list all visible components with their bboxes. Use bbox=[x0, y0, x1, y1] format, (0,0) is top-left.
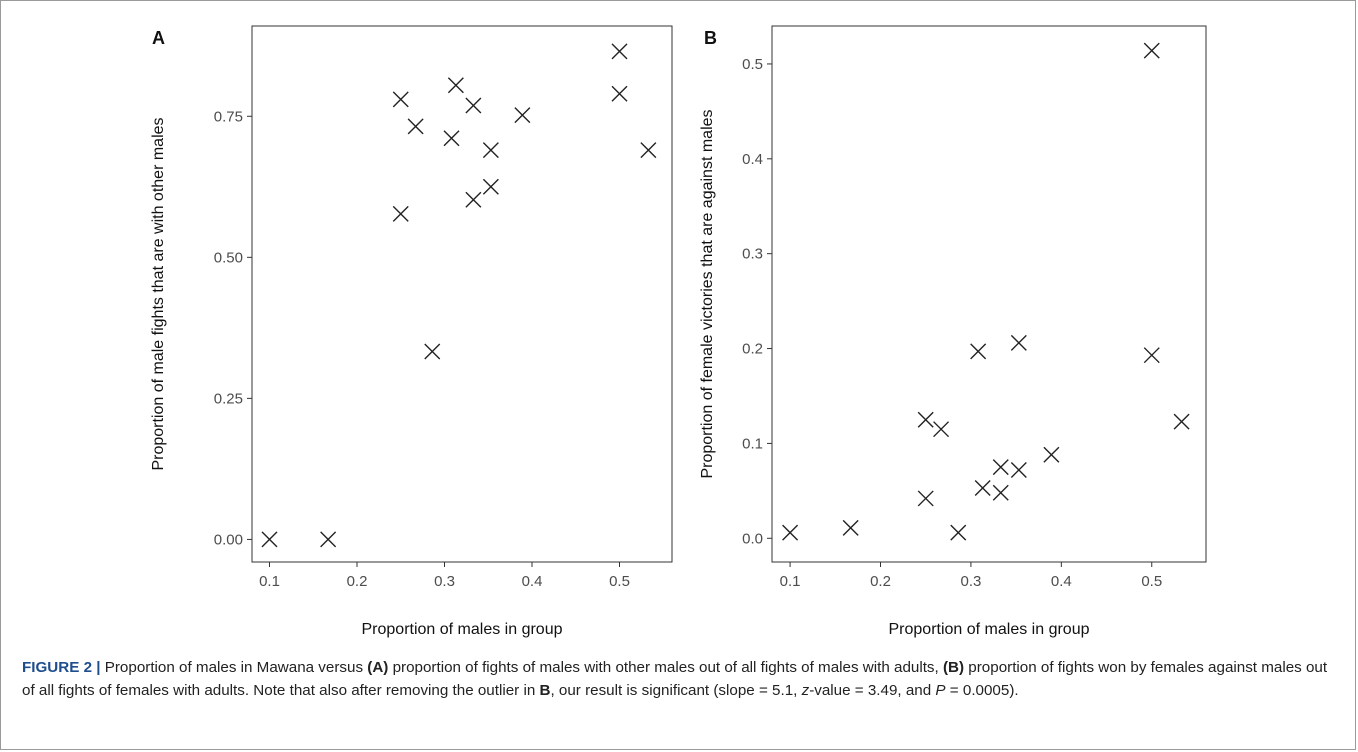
x-tick-label-b: 0.3 bbox=[960, 573, 981, 590]
data-point-a bbox=[424, 343, 441, 360]
panel-label-b: B bbox=[704, 28, 717, 48]
plot-area-a bbox=[251, 25, 673, 563]
caption-ref-b-2: B bbox=[539, 682, 551, 699]
data-point-b bbox=[992, 484, 1009, 501]
y-tick-label-a: 0.75 bbox=[214, 108, 243, 125]
plot-area-b bbox=[771, 25, 1207, 563]
data-point-a bbox=[482, 142, 499, 159]
data-point-a bbox=[392, 205, 409, 222]
data-point-a bbox=[611, 43, 628, 60]
data-point-b bbox=[1043, 446, 1060, 463]
data-point-b bbox=[950, 524, 967, 541]
x-axis-title-a: Proportion of males in group bbox=[362, 621, 563, 638]
y-tick-label-b: 0.3 bbox=[742, 246, 763, 263]
y-tick-label-a: 0.25 bbox=[214, 390, 243, 407]
data-point-b bbox=[970, 343, 987, 360]
data-point-a bbox=[443, 130, 460, 147]
data-point-a bbox=[407, 118, 424, 135]
caption-text-5: -value = 3.49, and bbox=[809, 682, 936, 699]
data-point-a bbox=[320, 531, 337, 548]
data-point-b bbox=[1173, 413, 1190, 430]
data-point-a bbox=[611, 85, 628, 102]
caption-text-4: , our result is significant (slope = 5.1… bbox=[550, 682, 802, 699]
x-tick-label-a: 0.2 bbox=[347, 573, 368, 590]
x-axis-title-b: Proportion of males in group bbox=[889, 621, 1090, 638]
caption-z-symbol: z bbox=[801, 682, 810, 699]
x-tick-label-a: 0.3 bbox=[434, 573, 455, 590]
x-tick-label-a: 0.4 bbox=[522, 573, 543, 590]
y-tick-label-a: 0.50 bbox=[214, 249, 243, 266]
data-point-a bbox=[447, 77, 464, 94]
y-tick-label-b: 0.0 bbox=[742, 530, 763, 547]
x-tick-label-b: 0.4 bbox=[1051, 573, 1072, 590]
caption-text-6: = 0.0005). bbox=[945, 682, 1019, 699]
data-point-b bbox=[917, 490, 934, 507]
data-point-b bbox=[842, 519, 859, 536]
data-point-b bbox=[917, 411, 934, 428]
y-tick-label-b: 0.2 bbox=[742, 341, 763, 358]
y-tick-label-b: 0.5 bbox=[742, 56, 763, 73]
data-point-a bbox=[261, 531, 278, 548]
data-point-a bbox=[465, 191, 482, 208]
x-tick-label-a: 0.1 bbox=[259, 573, 280, 590]
panel-b: B 0.1 0.2 0.3 0.4 0.5 0.0 0.1 0.2 0.3 0.4 0.5 Propor… bbox=[699, 25, 1207, 638]
data-point-b bbox=[782, 524, 799, 541]
caption-text-3: proportion of fights won by females agai… bbox=[22, 659, 1328, 699]
figure-canvas: A 0.1 0.2 0.3 0.4 0.5 0.00 0.25 0.50 0.75 Proporti… bbox=[150, 25, 1207, 638]
data-point-a bbox=[465, 97, 482, 114]
data-point-b bbox=[1143, 347, 1160, 364]
data-point-a bbox=[514, 107, 531, 124]
data-point-a bbox=[392, 91, 409, 108]
y-axis-title-a: Proportion of male fights that are with … bbox=[150, 117, 167, 470]
x-tick-label-a: 0.5 bbox=[609, 573, 630, 590]
caption-text-2: proportion of fights of males with other… bbox=[388, 659, 943, 676]
x-tick-label-b: 0.1 bbox=[780, 573, 801, 590]
data-point-b bbox=[1010, 334, 1027, 351]
caption-figure-label: FIGURE 2 | bbox=[22, 659, 101, 676]
data-point-b bbox=[1010, 461, 1027, 478]
data-point-a bbox=[482, 178, 499, 195]
x-tick-label-b: 0.2 bbox=[870, 573, 891, 590]
data-point-b bbox=[992, 459, 1009, 476]
x-tick-label-b: 0.5 bbox=[1141, 573, 1162, 590]
data-point-a bbox=[640, 142, 657, 159]
caption-ref-b: (B) bbox=[942, 659, 965, 676]
figure-caption: FIGURE 2 | Proportion of males in Mawana… bbox=[22, 656, 1336, 702]
y-tick-label-b: 0.4 bbox=[742, 151, 763, 168]
data-point-b bbox=[1143, 42, 1160, 59]
panel-a: A 0.1 0.2 0.3 0.4 0.5 0.00 0.25 0.50 0.75 Proporti… bbox=[150, 25, 673, 638]
caption-text-1: Proportion of males in Mawana versus bbox=[100, 659, 368, 676]
caption-ref-a: (A) bbox=[367, 659, 389, 676]
caption-p-symbol: P bbox=[935, 682, 946, 699]
data-point-b bbox=[933, 421, 950, 438]
y-axis-title-b: Proportion of female victories that are … bbox=[699, 109, 716, 478]
y-tick-label-b: 0.1 bbox=[742, 435, 763, 452]
data-point-b bbox=[974, 480, 991, 496]
y-tick-label-a: 0.00 bbox=[214, 531, 243, 548]
panel-label-a: A bbox=[152, 28, 165, 48]
